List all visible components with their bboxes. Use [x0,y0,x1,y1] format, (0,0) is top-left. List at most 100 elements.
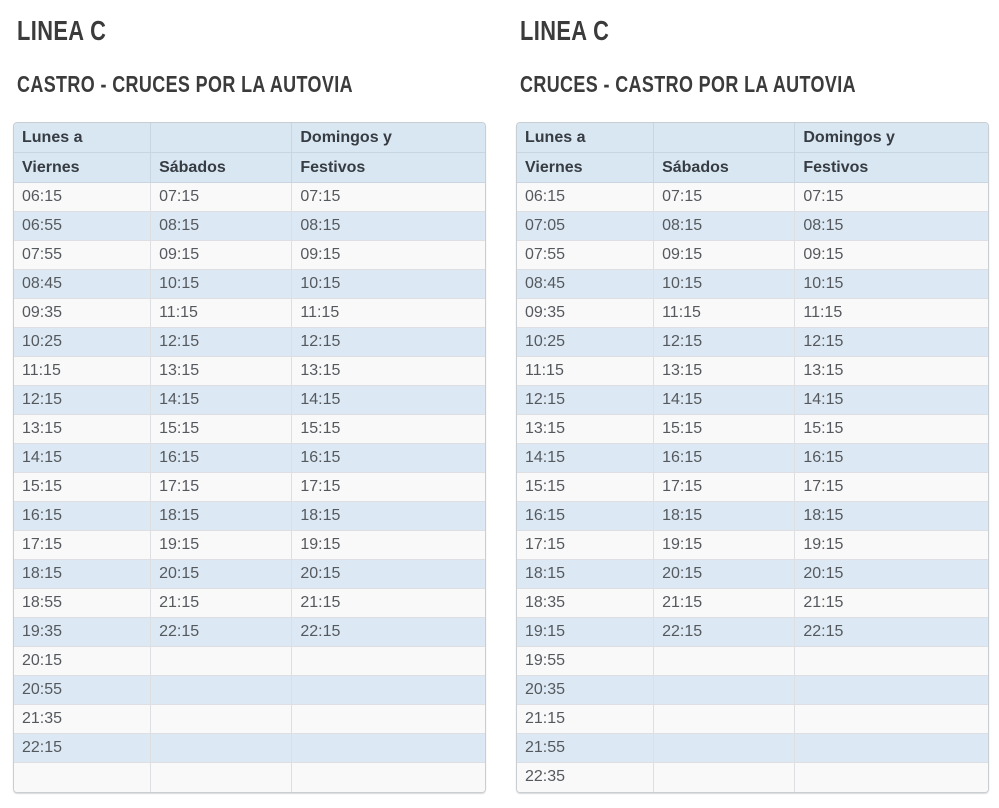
time-cell: 21:15 [794,588,988,618]
time-cell: 19:15 [794,530,988,560]
table-row: 08:45 10:15 10:15 [517,269,988,299]
time-cell: 11:15 [794,298,988,328]
table-row: 19:15 22:15 22:15 [517,617,988,647]
table-row: 12:15 14:15 14:15 [517,385,988,415]
time-cell [291,733,485,763]
table-row: 18:55 21:15 21:15 [14,588,485,618]
table-row: 16:15 18:15 18:15 [517,501,988,531]
time-cell: 09:15 [794,240,988,270]
time-cell: 10:15 [794,269,988,299]
time-cell: 15:15 [291,414,485,444]
route-title: CRUCES - CASTRO POR LA AUTOVIA [520,70,989,98]
time-cell: 21:55 [517,733,654,763]
time-cell [150,733,292,763]
time-cell [150,704,292,734]
time-cell: 14:15 [150,385,292,415]
header-row-1: Lunes a Domingos y [14,123,485,153]
time-cell: 17:15 [794,472,988,502]
table-header: Lunes a Domingos y Viernes Sábados Festi… [517,123,988,183]
time-cell: 12:15 [653,327,795,357]
times-body: 06:15 07:15 07:15 06:55 08:15 08:15 07:55 09:15… [14,182,485,792]
table-row: 09:35 11:15 11:15 [517,298,988,328]
time-cell: 10:15 [291,269,485,299]
time-cell: 22:15 [14,733,151,763]
time-cell: 14:15 [291,385,485,415]
time-cell: 16:15 [14,501,151,531]
time-cell [794,704,988,734]
timetable-table-box: Lunes a Domingos y Viernes Sábados Festi… [13,122,486,793]
col-header-saturday-line2: Sábados [653,152,795,183]
time-cell [653,646,795,676]
col-header-weekdays-line2: Viernes [14,152,151,183]
time-cell: 20:15 [14,646,151,676]
time-cell: 17:15 [517,530,654,560]
time-cell: 11:15 [291,298,485,328]
header-row-2: Viernes Sábados Festivos [517,152,988,183]
time-cell: 22:15 [150,617,292,647]
table-row: 09:35 11:15 11:15 [14,298,485,328]
time-cell: 22:15 [794,617,988,647]
time-cell: 18:15 [517,559,654,589]
table-row: 13:15 15:15 15:15 [14,414,485,444]
time-cell: 13:15 [653,356,795,386]
table-row: 22:35 [517,762,988,792]
table-row: 18:35 21:15 21:15 [517,588,988,618]
time-cell: 11:15 [517,356,654,386]
table-header: Lunes a Domingos y Viernes Sábados Festi… [14,123,485,183]
header-row-2: Viernes Sábados Festivos [14,152,485,183]
table-row: 17:15 19:15 19:15 [14,530,485,560]
time-cell: 18:35 [517,588,654,618]
table-row: 15:15 17:15 17:15 [517,472,988,502]
time-cell: 22:15 [291,617,485,647]
time-cell: 16:15 [517,501,654,531]
timetable-castro-cruces: LINEA C CASTRO - CRUCES POR LA AUTOVIA L… [13,0,486,793]
time-cell: 08:15 [291,211,485,241]
table-row: 17:15 19:15 19:15 [517,530,988,560]
table-row: 08:45 10:15 10:15 [14,269,485,299]
time-cell: 14:15 [14,443,151,473]
time-cell: 18:15 [653,501,795,531]
time-cell [150,646,292,676]
time-cell: 07:55 [14,240,151,270]
time-cell: 16:15 [653,443,795,473]
route-title-text: CASTRO - CRUCES POR LA AUTOVIA [17,71,353,97]
table-row: 11:15 13:15 13:15 [517,356,988,386]
table-row: 07:05 08:15 08:15 [517,211,988,241]
time-cell: 21:15 [653,588,795,618]
col-header-weekdays-line1: Lunes a [517,123,654,153]
time-cell: 15:15 [794,414,988,444]
time-cell: 07:15 [794,182,988,212]
time-cell: 09:35 [517,298,654,328]
time-cell [14,762,151,792]
time-cell [794,675,988,705]
time-cell: 12:15 [794,327,988,357]
table-row: 14:15 16:15 16:15 [517,443,988,473]
col-header-sunday-line1: Domingos y [291,123,485,153]
table-row: 06:15 07:15 07:15 [517,182,988,212]
time-cell: 19:35 [14,617,151,647]
time-cell: 21:15 [291,588,485,618]
header-row-1: Lunes a Domingos y [517,123,988,153]
time-cell [291,762,485,792]
col-header-sunday-line2: Festivos [291,152,485,183]
col-header-weekdays-line2: Viernes [517,152,654,183]
time-cell: 12:15 [150,327,292,357]
time-cell: 14:15 [794,385,988,415]
table-row: 13:15 15:15 15:15 [517,414,988,444]
table-row [14,762,485,792]
table-row: 22:15 [14,733,485,763]
time-cell [291,646,485,676]
time-cell [794,762,988,792]
time-cell: 07:05 [517,211,654,241]
table-row: 07:55 09:15 09:15 [517,240,988,270]
table-row: 19:35 22:15 22:15 [14,617,485,647]
time-cell: 10:15 [653,269,795,299]
time-cell: 13:15 [517,414,654,444]
route-title-text: CRUCES - CASTRO POR LA AUTOVIA [520,71,856,97]
time-cell [653,762,795,792]
time-cell: 07:15 [291,182,485,212]
col-header-weekdays-line1: Lunes a [14,123,151,153]
time-cell: 08:45 [517,269,654,299]
time-cell: 19:15 [653,530,795,560]
